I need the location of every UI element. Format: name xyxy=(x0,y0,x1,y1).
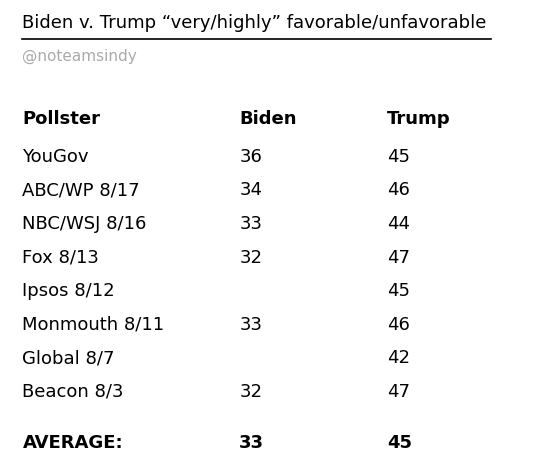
Text: @noteamsindy: @noteamsindy xyxy=(23,49,137,64)
Text: 33: 33 xyxy=(240,434,264,450)
Text: Monmouth 8/11: Monmouth 8/11 xyxy=(23,316,164,334)
Text: Biden: Biden xyxy=(240,110,297,128)
Text: 32: 32 xyxy=(240,248,262,266)
Text: Biden v. Trump “very/highly” favorable/unfavorable: Biden v. Trump “very/highly” favorable/u… xyxy=(23,14,487,32)
Text: 42: 42 xyxy=(387,349,410,367)
Text: 44: 44 xyxy=(387,215,410,233)
Text: 47: 47 xyxy=(387,383,410,401)
Text: Pollster: Pollster xyxy=(23,110,100,128)
Text: YouGov: YouGov xyxy=(23,148,89,166)
Text: 45: 45 xyxy=(387,434,412,450)
Text: 47: 47 xyxy=(387,248,410,266)
Text: 45: 45 xyxy=(387,148,410,166)
Text: 32: 32 xyxy=(240,383,262,401)
Text: Ipsos 8/12: Ipsos 8/12 xyxy=(23,282,115,300)
Text: AVERAGE:: AVERAGE: xyxy=(23,434,123,450)
Text: Global 8/7: Global 8/7 xyxy=(23,349,115,367)
Text: Fox 8/13: Fox 8/13 xyxy=(23,248,99,266)
Text: 46: 46 xyxy=(387,181,410,199)
Text: Beacon 8/3: Beacon 8/3 xyxy=(23,383,124,401)
Text: ABC/WP 8/17: ABC/WP 8/17 xyxy=(23,181,140,199)
Text: 33: 33 xyxy=(240,215,262,233)
Text: 33: 33 xyxy=(240,316,262,334)
Text: 36: 36 xyxy=(240,148,262,166)
Text: NBC/WSJ 8/16: NBC/WSJ 8/16 xyxy=(23,215,147,233)
Text: Trump: Trump xyxy=(387,110,451,128)
Text: 45: 45 xyxy=(387,282,410,300)
Text: 46: 46 xyxy=(387,316,410,334)
Text: 34: 34 xyxy=(240,181,262,199)
